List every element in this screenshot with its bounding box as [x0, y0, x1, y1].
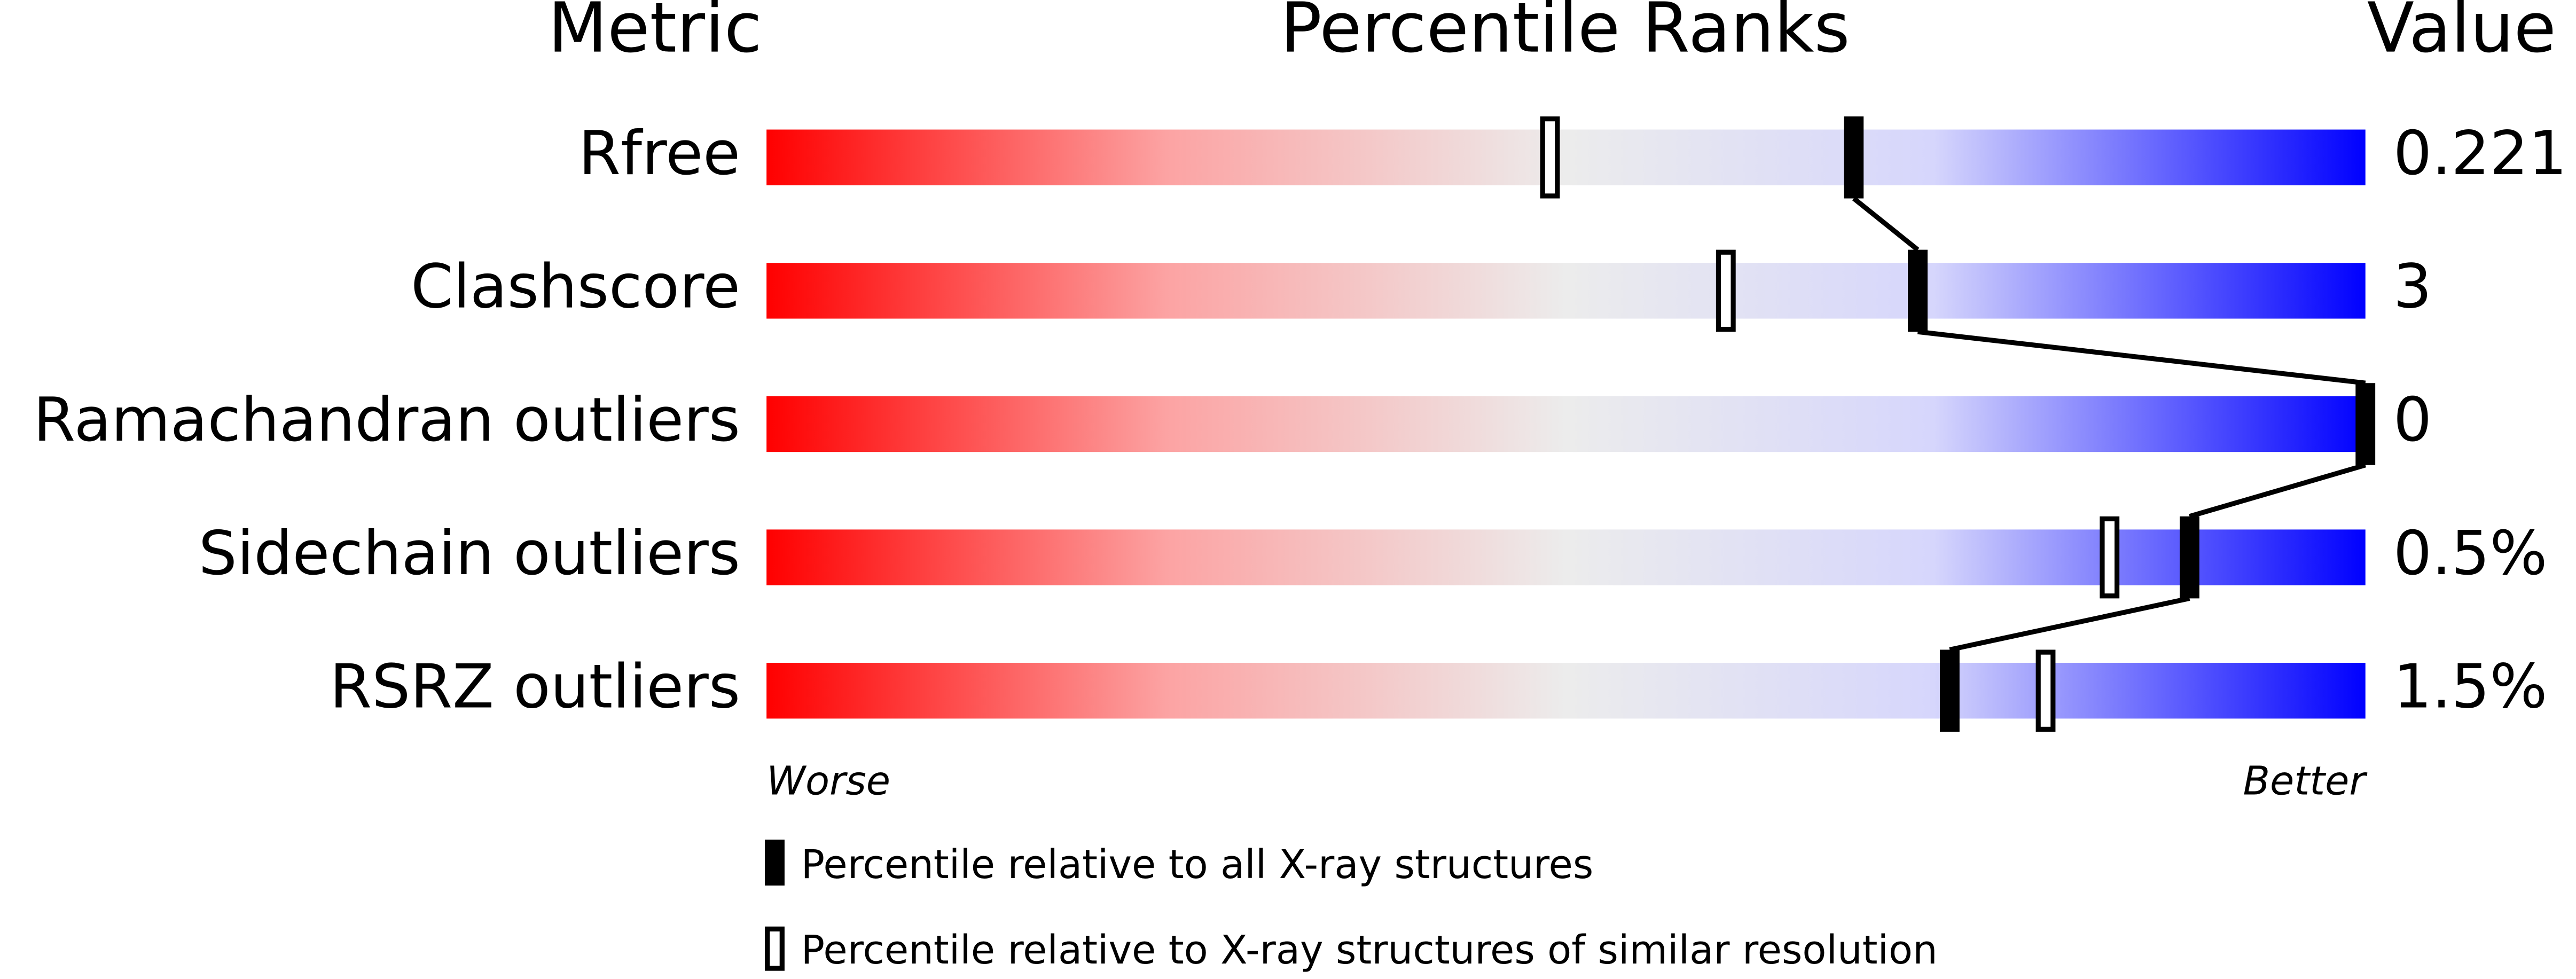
value-label: 3 — [2393, 252, 2432, 322]
metric-label: RSRZ outliers — [330, 651, 740, 722]
legend-swatch-open — [765, 926, 785, 971]
marker-all — [2355, 383, 2376, 465]
legend-label: Percentile relative to all X-ray structu… — [801, 842, 1594, 888]
connector — [1917, 329, 2366, 386]
gradient-bar — [766, 263, 2366, 319]
connector — [1852, 196, 1920, 252]
value-label: 0 — [2393, 385, 2432, 455]
marker-similar — [1716, 249, 1736, 332]
metric-label: Sidechain outliers — [199, 518, 740, 589]
metric-label: Rfree — [578, 118, 740, 189]
gradient-bar — [766, 129, 2366, 185]
header: Value — [2367, 0, 2556, 68]
marker-similar — [1540, 116, 1560, 199]
connector — [2189, 463, 2367, 519]
legend-swatch-filled — [765, 840, 785, 886]
header: Metric — [548, 0, 762, 68]
metric-label: Clashscore — [411, 252, 740, 322]
marker-all — [1908, 249, 1928, 332]
header: Percentile Ranks — [1280, 0, 1850, 68]
worse-label: Worse — [766, 759, 890, 804]
marker-similar — [2035, 649, 2056, 732]
gradient-bar — [766, 663, 2366, 719]
marker-all — [1939, 649, 1960, 732]
metric-label: Ramachandran outliers — [33, 385, 740, 455]
value-label: 0.221 — [2393, 118, 2567, 189]
better-label: Better — [2243, 759, 2368, 804]
marker-all — [2180, 516, 2199, 599]
connector — [1949, 596, 2190, 652]
value-label: 0.5% — [2393, 518, 2548, 589]
gradient-bar — [766, 396, 2366, 452]
value-label: 1.5% — [2393, 651, 2548, 722]
legend-label: Percentile relative to X-ray structures … — [801, 928, 1938, 973]
marker-all — [1844, 116, 1864, 199]
marker-similar — [2100, 516, 2120, 599]
gradient-bar — [766, 529, 2366, 585]
